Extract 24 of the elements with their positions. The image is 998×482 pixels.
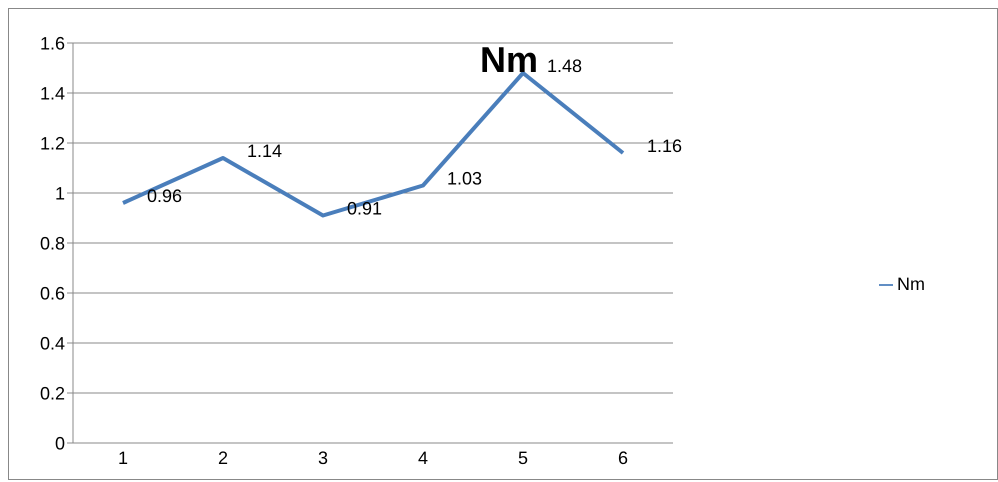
x-tick-label: 4	[418, 448, 428, 468]
data-label: 1.03	[447, 168, 482, 188]
x-tick-label: 3	[318, 448, 328, 468]
y-tick-label: 1.2	[40, 133, 65, 154]
data-label: 0.91	[347, 198, 382, 218]
x-tick-label: 5	[518, 448, 528, 468]
y-tick-label: 0.6	[40, 283, 65, 304]
chart-title: Nm	[480, 39, 538, 80]
y-tick-label: 1.4	[40, 83, 65, 104]
data-label: 1.48	[547, 56, 582, 76]
data-label: 1.16	[647, 136, 682, 156]
line-series	[121, 71, 625, 218]
y-tick-label: 1	[54, 183, 65, 204]
data-label: 0.96	[147, 186, 182, 206]
y-tick-label: 0	[54, 433, 65, 454]
y-tick-label: 0.2	[40, 383, 65, 404]
legend-label: Nm	[897, 274, 925, 294]
y-tick-label: 1.6	[40, 33, 65, 54]
x-tick-label: 2	[218, 448, 228, 468]
y-tick-label: 0.4	[40, 333, 65, 354]
x-tick-label: 6	[618, 448, 628, 468]
data-label: 1.14	[247, 140, 282, 161]
y-tick-label: 0.8	[40, 233, 65, 254]
x-tick-label: 1	[118, 448, 128, 468]
